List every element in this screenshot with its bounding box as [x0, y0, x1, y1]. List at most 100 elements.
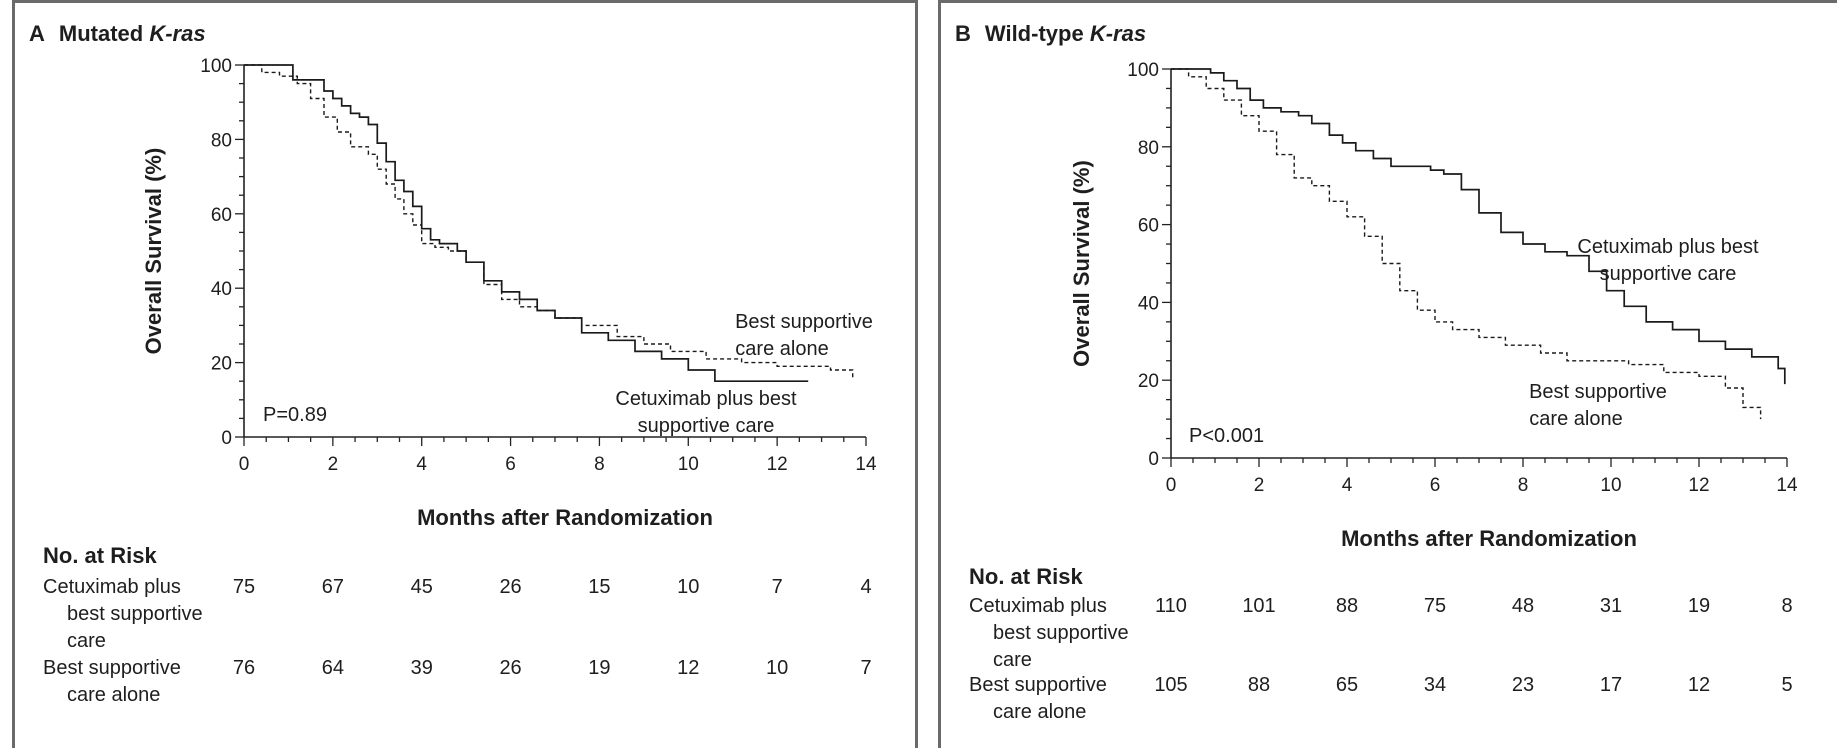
x-tick-label: 2: [328, 454, 339, 475]
y-tick-label: 0: [221, 428, 232, 449]
risk-value: 88: [1335, 595, 1359, 617]
y-tick-label: 0: [1148, 449, 1159, 470]
risk-table-title: No. at Risk: [43, 543, 157, 568]
risk-table-title: No. at Risk: [969, 564, 1083, 589]
curve-label-cetuximab: Cetuximab plus best: [1577, 236, 1759, 258]
x-tick-label: 10: [1600, 475, 1621, 496]
risk-row-label-line: Cetuximab plus: [969, 595, 1107, 617]
x-tick-label: 0: [1166, 475, 1177, 496]
risk-value: 17: [1599, 674, 1623, 696]
survival-chart-b: 0 20 40 60 80 100 0 2 4 6 8 10 12 14 Overall Survival …: [1069, 60, 1798, 551]
panel-b-title-plain: Wild-type: [984, 21, 1090, 46]
risk-row-label-line: Cetuximab plus: [43, 576, 181, 598]
risk-value: 105: [1154, 674, 1188, 696]
risk-value: 65: [1335, 674, 1359, 696]
risk-row-label: Cetuximab plus best supportive care: [969, 593, 1154, 674]
risk-value: 31: [1599, 595, 1623, 617]
panel-b-title: B Wild-type K-ras: [955, 21, 1146, 47]
x-tick-label: 6: [505, 454, 516, 475]
risk-row-label: Best supportive care alone: [969, 672, 1154, 726]
risk-value: 64: [321, 657, 344, 679]
panel-a-title-italic: K-ras: [149, 21, 206, 46]
y-axis-label: Overall Survival (%): [1069, 160, 1094, 367]
risk-value: 39: [410, 657, 433, 679]
risk-row-label-line: Best supportive: [43, 657, 181, 679]
curve-label-best-supportive-care: Best supportive: [735, 311, 873, 333]
x-tick-label: 8: [594, 454, 605, 475]
y-tick-label: 60: [211, 205, 232, 226]
x-tick-label: 6: [1430, 475, 1441, 496]
risk-row-label: Cetuximab plus best supportive care: [43, 574, 228, 655]
risk-value: 5: [1781, 674, 1793, 696]
risk-value: 76: [232, 657, 256, 679]
risk-row-label-line: best supportive: [993, 622, 1129, 644]
panel-a-title-plain: Mutated: [58, 21, 150, 46]
x-tick-label: 4: [1342, 475, 1353, 496]
risk-row-label-line: care: [993, 649, 1032, 671]
risk-value: 12: [1687, 674, 1711, 696]
risk-value: 23: [1511, 674, 1535, 696]
curve-cetuximab: [1171, 68, 1786, 385]
risk-value: 34: [1423, 674, 1447, 696]
x-tick-label: 4: [416, 454, 427, 475]
risk-value: 15: [588, 576, 611, 598]
risk-row-label-line: best supportive: [67, 603, 203, 625]
y-tick-label: 100: [1127, 60, 1159, 81]
x-tick-label: 0: [239, 454, 250, 475]
risk-value: 110: [1155, 595, 1187, 617]
risk-value: 7: [771, 576, 783, 598]
risk-row-label-line: care: [67, 630, 106, 652]
curve-best-supportive-care: [244, 64, 854, 378]
risk-value: 8: [1781, 595, 1793, 617]
panel-b-letter: B: [955, 21, 971, 46]
y-tick-label: 20: [1138, 371, 1159, 392]
risk-value: 26: [499, 576, 522, 598]
panel-b: B Wild-type K-ras 0 20 40 60 80 100 0 2 4 6 8 10 12 14…: [938, 0, 1837, 748]
y-tick-label: 40: [1138, 293, 1159, 314]
risk-value: 4: [860, 576, 872, 598]
risk-value: 45: [410, 576, 433, 598]
curve-label-cetuximab: supportive care: [1600, 263, 1737, 285]
panel-a-letter: A: [29, 21, 45, 46]
curve-cetuximab: [244, 64, 809, 383]
risk-value: 19: [1687, 595, 1711, 617]
risk-value: 67: [321, 576, 344, 598]
curve-label-best-supportive-care: care alone: [1529, 408, 1622, 430]
curve-label-best-supportive-care: Best supportive: [1529, 381, 1667, 403]
risk-value: 12: [677, 657, 700, 679]
panel-b-title-italic: K-ras: [1089, 21, 1147, 46]
curve-label-best-supportive-care: care alone: [735, 338, 828, 360]
curve-label-cetuximab: supportive care: [638, 415, 775, 437]
survival-chart-a: 0 20 40 60 80 100 0 2 4 6 8 10 12 14 Overall Survival …: [141, 56, 877, 530]
risk-value: 88: [1247, 674, 1271, 696]
x-axis-label: Months after Randomization: [1341, 526, 1637, 551]
curve-label-cetuximab: Cetuximab plus best: [615, 388, 797, 410]
x-axis-label: Months after Randomization: [417, 505, 713, 530]
x-tick-label: 12: [767, 454, 788, 475]
panel-a: A Mutated K-ras 0 20 40 60 80 100 0 2 4 6 8 10 12 14 Ov…: [12, 0, 918, 748]
y-axis-label: Overall Survival (%): [141, 148, 166, 355]
risk-value: 7: [860, 657, 872, 679]
y-tick-label: 80: [211, 130, 232, 151]
x-tick-label: 2: [1254, 475, 1265, 496]
risk-value: 48: [1511, 595, 1535, 617]
risk-row-label-line: Best supportive: [969, 674, 1107, 696]
y-tick-label: 40: [211, 279, 232, 300]
panel-a-title: A Mutated K-ras: [29, 21, 206, 47]
x-tick-label: 14: [1776, 475, 1798, 496]
p-value-label: P=0.89: [263, 404, 327, 426]
risk-row-label-line: care alone: [993, 701, 1087, 723]
x-tick-label: 10: [678, 454, 699, 475]
y-tick-label: 80: [1138, 138, 1159, 159]
risk-value: 19: [588, 657, 611, 679]
x-tick-label: 12: [1688, 475, 1709, 496]
risk-row-label: Best supportive care alone: [43, 655, 228, 709]
x-tick-label: 8: [1518, 475, 1529, 496]
p-value-label: P<0.001: [1189, 425, 1264, 447]
risk-value: 10: [766, 657, 789, 679]
y-tick-label: 100: [200, 56, 232, 77]
risk-value: 75: [232, 576, 256, 598]
risk-value: 101: [1242, 595, 1276, 617]
risk-value: 75: [1423, 595, 1447, 617]
risk-value: 10: [677, 576, 700, 598]
